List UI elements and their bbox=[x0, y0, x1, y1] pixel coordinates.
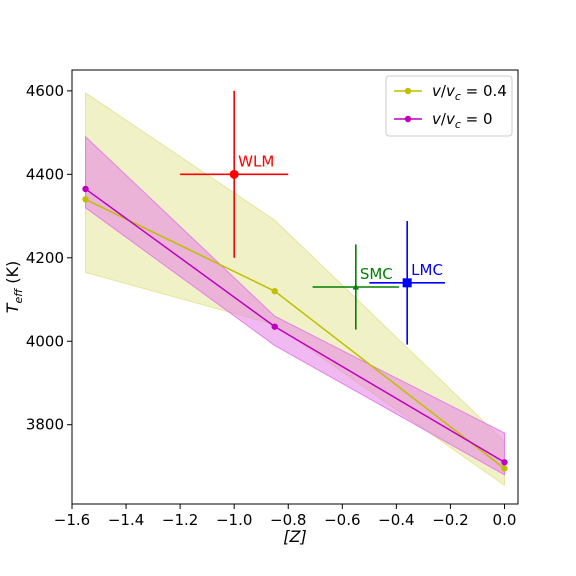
y-axis-label: Teff (K) bbox=[3, 261, 25, 314]
x-tick-label: −1.4 bbox=[108, 511, 144, 529]
legend: v/vc = 0.4 v/vc = 0 bbox=[385, 75, 513, 137]
legend-label-v-v-c-0: v/vc = 0 bbox=[432, 110, 493, 131]
smc-label: SMC bbox=[360, 265, 393, 283]
x-tick-label: −1.0 bbox=[216, 511, 252, 529]
y-tick-label: 4000 bbox=[26, 332, 64, 350]
point-v-v-c-0 bbox=[501, 459, 508, 466]
lmc-label: LMC bbox=[411, 261, 443, 279]
x-tick-label: −1.2 bbox=[162, 511, 198, 529]
x-tick-label: −1.6 bbox=[54, 511, 90, 529]
wlm-label: WLM bbox=[238, 152, 274, 170]
legend-label-v-v-c-0-4: v/vc = 0.4 bbox=[432, 82, 507, 103]
y-tick-label: 4400 bbox=[26, 165, 64, 183]
plot-frame bbox=[71, 69, 519, 505]
point-v-v-c-0-4 bbox=[271, 287, 278, 295]
uncertainty-bands bbox=[85, 92, 505, 487]
wlm-marker bbox=[229, 169, 239, 179]
x-tick-label: 0.0 bbox=[493, 511, 517, 529]
y-axis-ticks: 3800 4000 4200 4400 4600 bbox=[26, 82, 72, 434]
point-v-v-c-0 bbox=[271, 323, 278, 330]
x-axis-label: [Z] bbox=[283, 527, 306, 546]
x-axis-ticks: −1.6 −1.4 −1.2 −1.0 −0.8 −0.6 −0.4 −0.2 0.0 bbox=[54, 504, 517, 529]
y-tick-label: 4600 bbox=[26, 82, 64, 100]
point-v-v-c-0-4 bbox=[82, 196, 89, 203]
point-v-v-c-0 bbox=[82, 185, 89, 193]
point-v-v-c-0-4 bbox=[501, 465, 508, 472]
y-tick-label: 4200 bbox=[26, 249, 64, 267]
data-points: WLM SMC LMC bbox=[180, 90, 446, 345]
band-v-v-c-0 bbox=[85, 135, 505, 476]
smc-marker bbox=[352, 283, 360, 290]
series-lines bbox=[82, 185, 508, 472]
x-tick-label: −0.4 bbox=[378, 511, 414, 529]
x-tick-label: −0.6 bbox=[324, 511, 360, 529]
x-tick-label: −0.8 bbox=[270, 511, 306, 529]
x-tick-label: −0.2 bbox=[432, 511, 468, 529]
y-tick-label: 3800 bbox=[26, 416, 64, 434]
legend-marker-v-v-c-0-4 bbox=[404, 87, 412, 95]
legend-marker-v-v-c-0 bbox=[404, 115, 412, 123]
lmc-marker bbox=[402, 278, 412, 288]
axes-box bbox=[71, 69, 519, 505]
